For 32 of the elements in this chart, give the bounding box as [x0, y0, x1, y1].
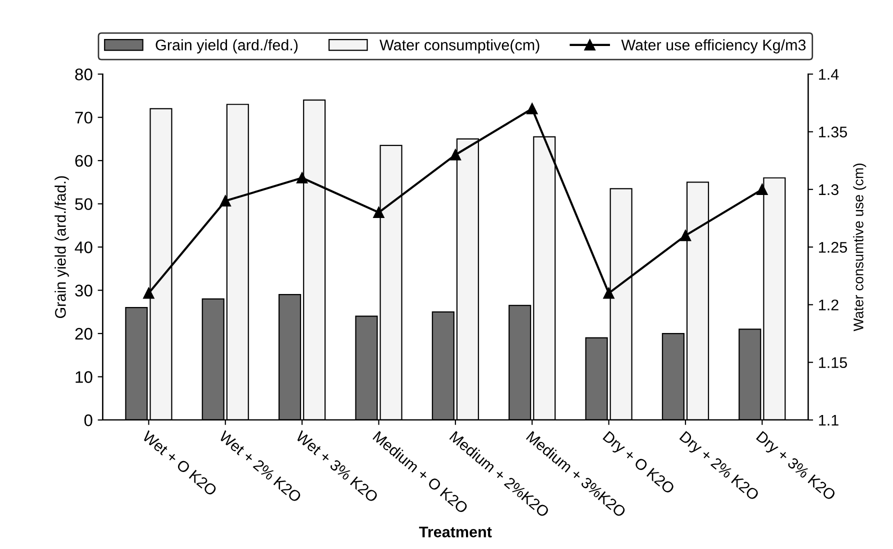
point [220, 195, 231, 206]
point [680, 230, 692, 242]
point [526, 103, 538, 114]
y2-tick-label: 1.2 [819, 300, 838, 310]
y-tick-label: 80 [75, 68, 92, 80]
y-tick-label: 40 [74, 241, 92, 254]
point [603, 288, 614, 299]
point [373, 206, 384, 218]
y2-tick-label: 1.35 [819, 126, 847, 138]
y-tick-label: 60 [75, 154, 92, 167]
y-axis-title: Grain yield (ard./fad.) [54, 176, 69, 318]
point [756, 184, 768, 195]
legend-label: Water use efficiency Kg/m3 [621, 39, 806, 54]
y2-tick-label: 1.1 [819, 415, 838, 426]
y-tick-label: 50 [75, 198, 92, 210]
y2-tick-label: 1.25 [819, 242, 847, 253]
y-tick-label: 20 [75, 328, 92, 340]
legend-label: Grain yield (ard./fed.) [156, 39, 298, 54]
y-tick-label: 10 [76, 371, 92, 383]
point [143, 288, 154, 299]
y2-tick-label: 1.3 [819, 184, 838, 196]
y2-tick-label: 1.4 [819, 69, 839, 80]
x-tick-label: Wet + O K2O [142, 430, 218, 496]
legend-label: Water consumptive(cm) [380, 39, 540, 54]
point [296, 172, 308, 184]
x-axis-title: Treatment [419, 526, 492, 538]
y-tick-label: 30 [75, 284, 92, 296]
y2-tick-label: 1.15 [819, 357, 847, 368]
y2-axis-title: Water consumtive use (cm) [853, 164, 866, 332]
y-tick-label: 70 [75, 112, 92, 124]
y-tick-label: 0 [84, 414, 92, 426]
point [450, 149, 461, 160]
